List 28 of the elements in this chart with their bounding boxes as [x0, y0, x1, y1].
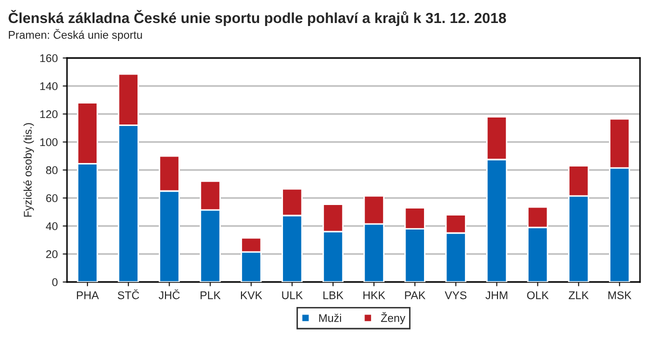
- y-tick-label: 160: [40, 54, 58, 62]
- y-tick-label: 0: [52, 278, 58, 286]
- y-tick-label: 60: [46, 194, 58, 202]
- x-tick-label: STČ: [118, 289, 140, 300]
- x-tick-label: PAK: [405, 291, 426, 300]
- legend-label: Ženy: [381, 312, 406, 324]
- x-tick-label: LBK: [323, 291, 344, 300]
- y-axis-title: Fyzické osoby (tis.): [23, 123, 34, 217]
- chart-subtitle: Pramen: Česká unie sportu: [8, 28, 142, 42]
- chart-title: Členská základna České unie sportu podle pohlaví a krajů k 31. 12. 2018: [8, 10, 506, 26]
- y-tick-label: 100: [40, 138, 58, 146]
- y-tick-label: 40: [46, 222, 58, 230]
- y-tick-label: 20: [46, 250, 58, 258]
- y-tick-label: 120: [40, 110, 58, 118]
- x-tick-label: MSK: [608, 291, 632, 300]
- legend-label: Muži: [319, 314, 342, 322]
- x-tick-label: JHM: [486, 291, 508, 300]
- x-tick-label: PHA: [76, 291, 99, 300]
- x-tick-label: PLK: [200, 291, 221, 300]
- y-tick-label: 140: [40, 82, 58, 90]
- y-tick-label: 80: [46, 166, 58, 174]
- x-tick-label: KVK: [240, 291, 262, 300]
- x-tick-label: ULK: [282, 291, 303, 300]
- x-tick-label: HKK: [363, 291, 386, 300]
- x-tick-label: ZLK: [568, 291, 589, 300]
- x-tick-label: JHČ: [158, 289, 180, 300]
- x-tick-label: VYS: [444, 291, 466, 300]
- x-tick-label: OLK: [527, 291, 549, 300]
